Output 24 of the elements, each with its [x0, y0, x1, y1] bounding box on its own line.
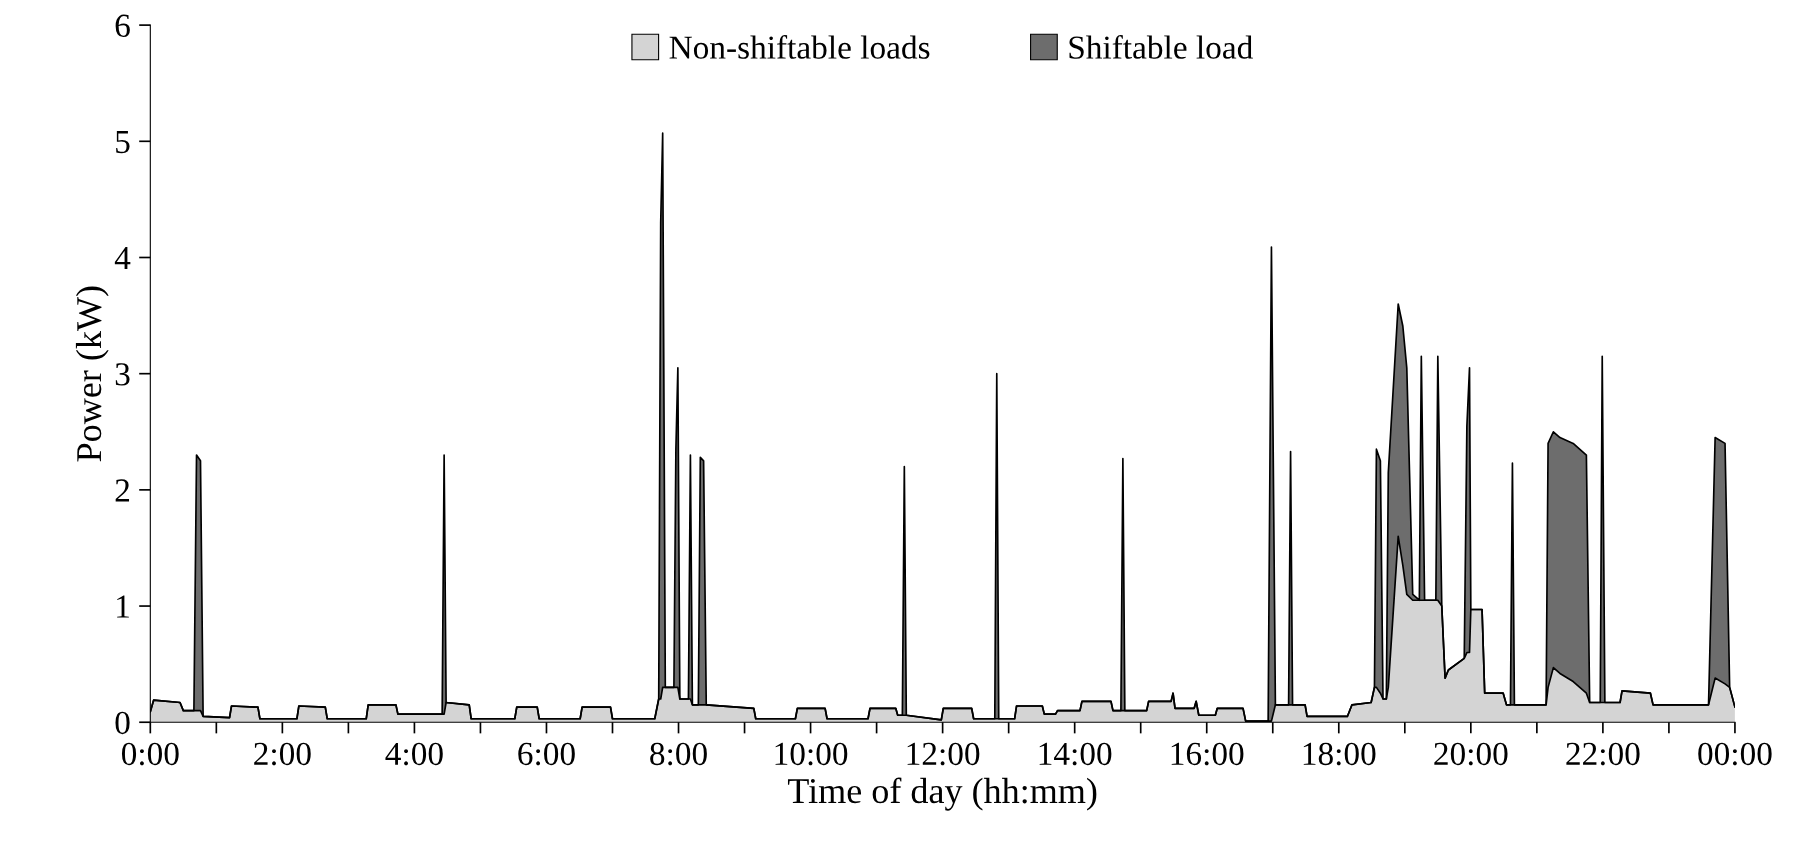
- x-axis-title: Time of day (hh:mm): [787, 777, 1097, 811]
- y-tick-label: 4: [114, 247, 131, 270]
- y-tick-label: 6: [115, 14, 130, 38]
- x-tick-label: 00:00: [1698, 742, 1772, 766]
- x-tick-label: 16:00: [1171, 742, 1244, 766]
- x-tick-label: 12:00: [907, 742, 980, 766]
- x-tick-label: 6:00: [518, 742, 575, 766]
- y-tick-label: 2: [115, 479, 130, 502]
- legend-label: Shiftable load: [1069, 35, 1253, 59]
- x-tick-label: 4:00: [385, 742, 443, 766]
- x-tick-label: 22:00: [1566, 742, 1640, 766]
- x-tick-label: 20:00: [1434, 742, 1508, 766]
- x-tick-label: 0:00: [121, 742, 179, 766]
- y-tick-label: 5: [116, 131, 130, 154]
- legend-label: Non-shiftable loads: [669, 35, 930, 59]
- y-axis-title: Power (kW): [75, 286, 109, 462]
- x-tick-label: 18:00: [1303, 742, 1376, 766]
- x-tick-label: 2:00: [254, 742, 311, 766]
- y-tick-label: 0: [115, 711, 130, 735]
- x-tick-label: 8:00: [650, 742, 707, 766]
- y-tick-label: 3: [115, 363, 130, 386]
- x-tick-label: 14:00: [1039, 742, 1112, 766]
- x-tick-label: 10:00: [775, 742, 848, 766]
- y-tick-label: 1: [117, 595, 129, 618]
